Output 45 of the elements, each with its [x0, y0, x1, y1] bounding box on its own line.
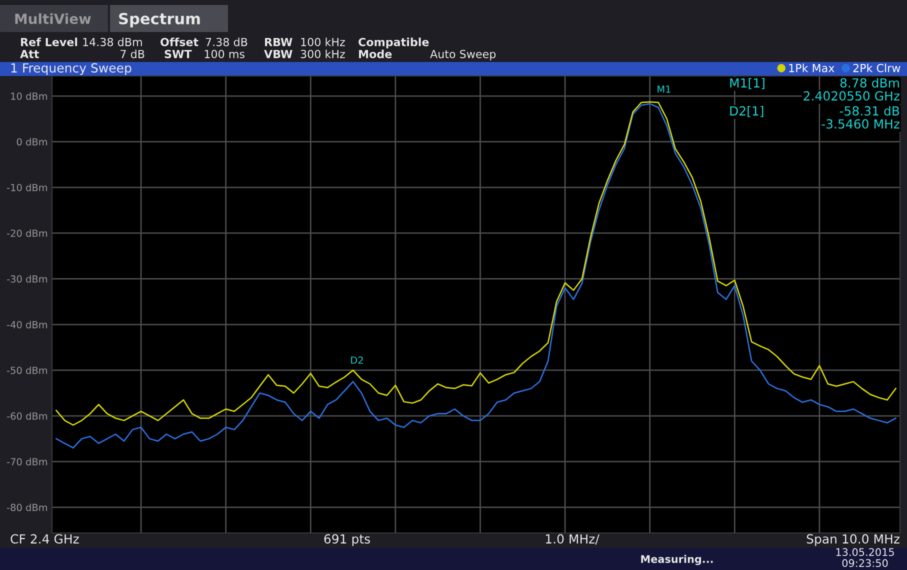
text: CF 2.4 GHz — [10, 534, 79, 544]
y-tick-label: -50 dBm — [7, 366, 48, 374]
text: Mode — [359, 50, 392, 58]
annotation: D2[1] — [730, 106, 764, 118]
y-tick-label: -40 dBm — [7, 320, 48, 328]
text: Att — [20, 50, 39, 58]
text: SWT — [164, 50, 192, 58]
text: 300 kHz — [300, 50, 345, 58]
y-tick-label: -30 dBm — [7, 275, 48, 283]
annotation: 2.4020550 GHz — [804, 91, 900, 101]
y-tick-label: -60 dBm — [7, 412, 48, 420]
text: 14.38 dBm — [83, 38, 142, 46]
y-tick-label: 0 dBm — [16, 138, 48, 146]
text: Measuring... — [641, 554, 713, 566]
text: Offset — [160, 38, 198, 46]
y-tick-label: 10 dBm — [11, 92, 48, 100]
text: 7.38 dB — [206, 38, 248, 46]
annotation: 8.78 dBm — [840, 78, 899, 88]
text: 7 dB — [120, 50, 144, 58]
annotation: -3.5460 MHz — [822, 119, 900, 129]
text: Auto Sweep — [430, 50, 496, 60]
annotation: M1 — [658, 86, 670, 93]
text: Compatible — [358, 38, 429, 48]
text: 1 Frequency Sweep — [11, 63, 132, 76]
text: RBW — [265, 38, 292, 46]
text: MultiView — [15, 13, 91, 24]
text: VBW — [264, 50, 292, 58]
text: 691 pts — [324, 534, 370, 546]
y-tick-label: -20 dBm — [7, 229, 48, 237]
text: 100 ms — [204, 50, 244, 58]
annotation: M1[1] — [730, 78, 764, 90]
y-tick-label: -70 dBm — [7, 458, 48, 466]
y-tick-label: -80 dBm — [7, 504, 48, 512]
text: 13.05.2015 — [836, 548, 894, 556]
annotation: -58.31 dB — [840, 106, 900, 116]
text: 100 kHz — [301, 38, 345, 46]
text: 09:23:50 — [842, 559, 888, 568]
legend-label: 2Pk Clrw — [853, 64, 900, 72]
text: Span 10.0 MHz — [806, 534, 900, 546]
annotation: D2 — [351, 356, 363, 364]
legend-label: 1Pk Max — [789, 64, 834, 72]
text: Ref Level — [21, 38, 78, 46]
text: Spectrum — [119, 12, 200, 28]
y-tick-label: -10 dBm — [7, 184, 48, 192]
text: 1.0 MHz/ — [546, 534, 600, 545]
